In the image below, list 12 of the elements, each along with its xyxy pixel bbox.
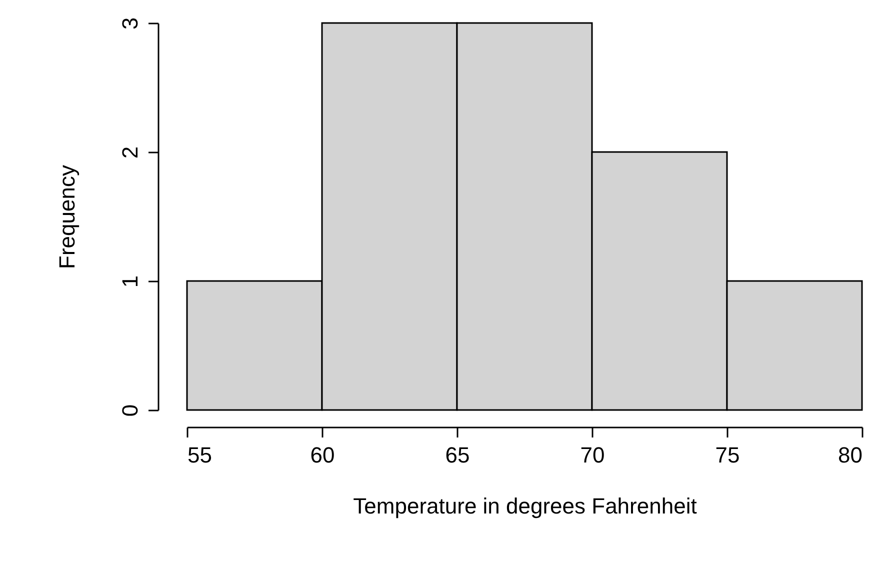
y-axis-title: Frequency [54,165,80,269]
x-tick-label: 75 [715,442,740,468]
y-tick-label: 2 [118,146,142,159]
x-tick-label: 80 [838,442,862,468]
x-tick-label: 55 [188,442,212,468]
y-tick-label: 1 [118,275,142,288]
x-axis-title: Temperature in degrees Fahrenheit [353,494,697,518]
y-tick-label: 3 [118,17,142,30]
x-tick-label: 65 [445,442,470,468]
x-tick-label: 60 [310,442,335,468]
x-tick-label: 70 [580,442,605,468]
y-tick-label: 0 [118,404,142,417]
